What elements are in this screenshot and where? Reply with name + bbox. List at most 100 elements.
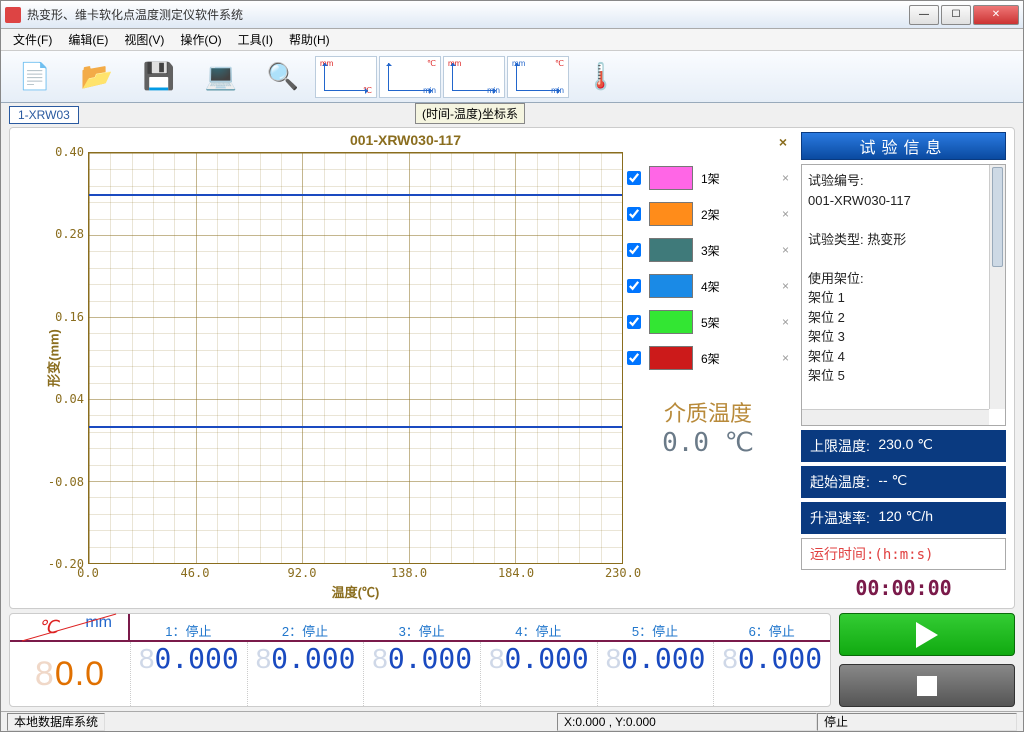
rack-item: 架位 3 — [808, 327, 999, 347]
test-no-label: 试验编号: — [808, 171, 999, 191]
coord-mm-temp-time[interactable]: mm℃min — [507, 56, 569, 98]
reference-line — [89, 194, 622, 196]
channel-head: 1：停止 — [130, 621, 247, 640]
statusbar: 本地数据库系统 X:0.000 , Y:0.000 停止 — [1, 711, 1023, 731]
legend-remove-icon[interactable]: × — [782, 207, 789, 221]
media-temp-value: 0.0 ℃ — [627, 428, 789, 458]
legend-label: 2架 — [701, 206, 720, 223]
plot-wrap: 001-XRW030-117 × 形变(mm) -0.20-0.080.040.… — [18, 132, 793, 604]
x-axis-label: 温度(℃) — [332, 582, 380, 601]
stat-rate: 升温速率: 120 ℃/h — [801, 502, 1006, 534]
menu-operate[interactable]: 操作(O) — [172, 29, 229, 50]
menu-file[interactable]: 文件(F) — [5, 29, 60, 50]
channel-value: 80.000 — [480, 642, 597, 706]
stat-elapsed-label: 运行时间:(h:m:s) — [801, 538, 1006, 570]
legend-remove-icon[interactable]: × — [782, 171, 789, 185]
tool-device[interactable]: 💻 — [191, 54, 251, 100]
menu-edit[interactable]: 编辑(E) — [60, 29, 116, 50]
legend-remove-icon[interactable]: × — [782, 315, 789, 329]
y-axis-label: 形变(mm) — [43, 329, 62, 387]
info-box: 试验编号: 001-XRW030-117 试验类型: 热变形 使用架位: 架位 … — [801, 164, 1006, 426]
legend-label: 4架 — [701, 278, 720, 295]
stat-upper-temp: 上限温度: 230.0 ℃ — [801, 430, 1006, 462]
legend-remove-icon[interactable]: × — [782, 243, 789, 257]
stop-button[interactable] — [839, 664, 1015, 707]
scrollbar-v[interactable] — [989, 165, 1005, 409]
legend-checkbox[interactable] — [627, 279, 641, 293]
bottom-row: ℃ mm 1：停止2：停止3：停止4：停止5：停止6：停止 80.0 80.00… — [9, 613, 1015, 707]
tab-active[interactable]: 1-XRW03 — [9, 106, 79, 124]
x-tick: 184.0 — [498, 566, 534, 580]
y-tick: -0.08 — [48, 475, 84, 489]
media-temp: 介质温度 0.0 ℃ — [627, 396, 789, 458]
legend: 1架×2架×3架×4架×5架×6架× 介质温度 0.0 ℃ — [623, 152, 793, 564]
reference-line — [89, 426, 622, 428]
legend-checkbox[interactable] — [627, 243, 641, 257]
main-row: 001-XRW030-117 × 形变(mm) -0.20-0.080.040.… — [9, 127, 1015, 609]
status-db: 本地数据库系统 — [7, 713, 105, 731]
plot-body: 形变(mm) -0.20-0.080.040.160.280.40 1架×2架×… — [18, 152, 793, 564]
elapsed-value: 00:00:00 — [801, 574, 1006, 604]
y-tick: 0.28 — [55, 227, 84, 241]
close-button[interactable]: ✕ — [973, 5, 1019, 25]
window-title: 热变形、维卡软化点温度测定仪软件系统 — [27, 6, 907, 23]
legend-remove-icon[interactable]: × — [782, 351, 789, 365]
channel-head: 3：停止 — [363, 621, 480, 640]
x-axis-area: 温度(℃) 0.046.092.0138.0184.0230.0 — [18, 564, 793, 604]
tool-open[interactable]: 📂 — [67, 54, 127, 100]
tool-thermometer[interactable]: 🌡️ — [571, 54, 631, 100]
rack-item: 架位 4 — [808, 347, 999, 367]
channel-value: 80.000 — [597, 642, 714, 706]
status-state: 停止 — [817, 713, 1017, 731]
legend-swatch — [649, 202, 693, 226]
stat-start-temp: 起始温度: -- ℃ — [801, 466, 1006, 498]
save-icon: 💾 — [139, 59, 179, 95]
menu-tools[interactable]: 工具(I) — [230, 29, 281, 50]
menu-view[interactable]: 视图(V) — [116, 29, 172, 50]
legend-row: 1架× — [627, 160, 789, 196]
scrollbar-h[interactable] — [802, 409, 989, 425]
channel-head: 4：停止 — [480, 621, 597, 640]
maximize-button[interactable]: ☐ — [941, 5, 971, 25]
y-tick: 0.16 — [55, 310, 84, 324]
play-icon — [916, 622, 938, 648]
unit-box: ℃ mm — [10, 614, 130, 640]
chart-grid[interactable] — [88, 152, 623, 564]
readouts: ℃ mm 1：停止2：停止3：停止4：停止5：停止6：停止 80.0 80.00… — [9, 613, 831, 707]
tool-search[interactable]: 🔍 — [253, 54, 313, 100]
channel-value: 80.000 — [247, 642, 364, 706]
coord-mm-temp[interactable]: mm℃ — [315, 56, 377, 98]
thermometer-icon: 🌡️ — [581, 59, 621, 95]
plot-close-icon[interactable]: × — [779, 134, 787, 150]
legend-remove-icon[interactable]: × — [782, 279, 789, 293]
minimize-button[interactable]: — — [909, 5, 939, 25]
app-window: 热变形、维卡软化点温度测定仪软件系统 — ☐ ✕ 文件(F) 编辑(E) 视图(… — [0, 0, 1024, 732]
legend-checkbox[interactable] — [627, 207, 641, 221]
legend-row: 2架 × — [627, 196, 789, 232]
rack-item: 架位 2 — [808, 308, 999, 328]
tool-save[interactable]: 💾 — [129, 54, 189, 100]
tool-new[interactable]: 📄 — [5, 54, 65, 100]
y-axis-area: 形变(mm) -0.20-0.080.040.160.280.40 — [18, 152, 88, 564]
legend-row: 3架× — [627, 232, 789, 268]
x-tick: 230.0 — [605, 566, 641, 580]
rack-item: 架位 5 — [808, 366, 999, 386]
legend-checkbox[interactable] — [627, 315, 641, 329]
x-tick: 138.0 — [391, 566, 427, 580]
coord-mm-time[interactable]: mmmin — [443, 56, 505, 98]
search-icon: 🔍 — [263, 59, 303, 95]
tabstrip: 1-XRW03 (时间-温度)坐标系 — [1, 103, 1023, 127]
channel-value: 80.000 — [713, 642, 830, 706]
status-coords: X:0.000 , Y:0.000 — [557, 713, 817, 731]
coord-temp-time[interactable]: ℃min — [379, 56, 441, 98]
legend-swatch — [649, 310, 693, 334]
legend-checkbox[interactable] — [627, 171, 641, 185]
run-button[interactable] — [839, 613, 1015, 656]
channel-value: 80.000 — [363, 642, 480, 706]
legend-checkbox[interactable] — [627, 351, 641, 365]
plot-title: 001-XRW030-117 × — [18, 132, 793, 152]
info-heading: 试验信息 — [801, 132, 1006, 160]
titlebar: 热变形、维卡软化点温度测定仪软件系统 — ☐ ✕ — [1, 1, 1023, 29]
menu-help[interactable]: 帮助(H) — [281, 29, 338, 50]
type-label: 试验类型: — [808, 232, 864, 247]
